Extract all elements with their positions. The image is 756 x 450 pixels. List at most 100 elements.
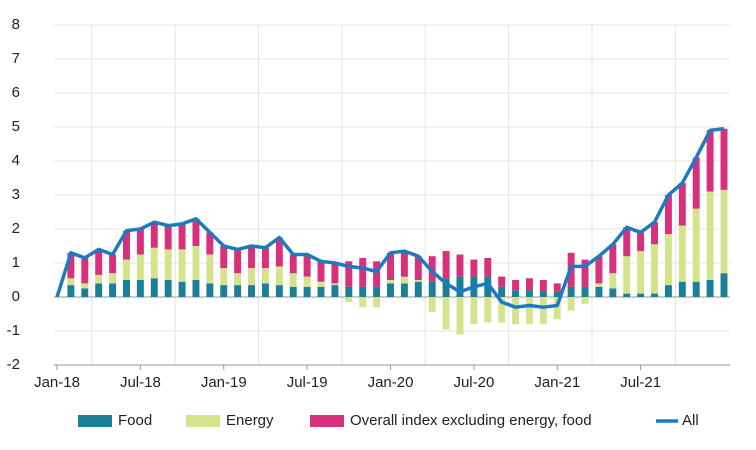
bar-segment xyxy=(67,252,75,279)
bar-segment xyxy=(623,293,631,297)
bar-segment xyxy=(123,280,130,297)
bar-segment xyxy=(525,278,533,291)
bar-segment xyxy=(664,195,672,235)
bar-segment xyxy=(484,297,492,323)
bar-segment xyxy=(248,285,256,297)
bar-segment xyxy=(303,286,311,297)
legend-item: Food xyxy=(78,412,152,429)
bar-segment xyxy=(720,189,728,274)
bar-segment xyxy=(387,280,394,284)
bar-segment xyxy=(261,283,269,297)
bar-segment xyxy=(498,286,506,297)
bar-segment xyxy=(539,280,547,292)
legend-swatch xyxy=(78,415,112,427)
bar-segment xyxy=(289,254,297,274)
bar-segment xyxy=(67,278,75,286)
bar-segment xyxy=(512,280,520,291)
bar-segment xyxy=(442,251,450,279)
bar-segment xyxy=(470,297,478,325)
bar-segment xyxy=(178,281,186,297)
bar-segment xyxy=(178,223,186,250)
y-tick-label: 5 xyxy=(12,118,20,135)
x-tick-label: Jul-19 xyxy=(287,374,328,391)
bar-segment xyxy=(234,249,242,274)
bar-segment xyxy=(692,157,700,209)
bar-segment xyxy=(539,297,547,325)
bar-segment xyxy=(136,254,144,280)
bar-segment xyxy=(95,249,103,275)
bar-segment xyxy=(637,232,645,252)
bar-segment xyxy=(414,280,422,282)
x-tick-label: Jan-19 xyxy=(201,374,247,391)
bar-segment xyxy=(150,278,158,297)
legend-label: All xyxy=(682,412,699,429)
bar-segment xyxy=(345,261,353,287)
bar-segment xyxy=(123,259,130,280)
line-series xyxy=(55,126,725,309)
bar-segment xyxy=(109,273,117,284)
bar-segment xyxy=(498,297,506,323)
bar-segment xyxy=(400,251,408,277)
x-tick-label: Jul-21 xyxy=(620,374,661,391)
bar-segment xyxy=(206,254,214,284)
bar-segment xyxy=(331,285,339,297)
bar-segment xyxy=(220,268,228,286)
bar-segment xyxy=(234,273,242,286)
bar-segment xyxy=(706,191,714,280)
bar-segment xyxy=(81,283,89,289)
bar-segment xyxy=(359,286,367,297)
legend-swatch xyxy=(310,415,344,427)
bar-segment xyxy=(581,297,589,304)
bar-segment xyxy=(567,297,575,311)
y-tick-label: 6 xyxy=(12,84,20,101)
bar-segment xyxy=(373,297,381,308)
legend-label: Food xyxy=(118,412,152,429)
legend-item: Overall index excluding energy, food xyxy=(310,412,592,429)
bar-segment xyxy=(317,261,325,282)
bar-segment xyxy=(512,297,520,325)
bar-segment xyxy=(595,256,603,284)
bar-segment xyxy=(359,297,367,308)
bar-segment xyxy=(678,281,686,297)
bar-segment xyxy=(261,268,269,284)
bar-segment xyxy=(67,285,75,297)
bar-segment xyxy=(567,286,575,297)
bar-segment xyxy=(525,297,533,325)
bar-segment xyxy=(692,208,700,282)
bar-segment xyxy=(595,286,603,297)
bar-segment xyxy=(720,128,728,190)
bar-segment xyxy=(136,280,144,297)
bar-segment xyxy=(178,249,186,282)
bar-segment xyxy=(164,225,172,250)
bar-segment xyxy=(275,285,283,297)
y-tick-label: 3 xyxy=(12,186,20,203)
bar-segment xyxy=(512,290,520,297)
y-tick-label: -1 xyxy=(7,322,20,339)
bar-segment xyxy=(150,222,158,248)
bar-segment xyxy=(664,285,672,297)
bar-segment xyxy=(623,256,631,294)
bar-segment xyxy=(317,286,325,297)
bar-segment xyxy=(331,283,339,286)
bar-segment xyxy=(275,237,283,267)
bar-segment xyxy=(651,222,658,245)
bar-segment xyxy=(400,276,408,284)
bar-segment xyxy=(164,249,172,280)
bar-segment xyxy=(442,297,450,330)
bar-segment xyxy=(123,230,130,260)
bar-segment xyxy=(692,281,700,297)
bar-segment xyxy=(678,183,686,226)
bar-segment xyxy=(164,280,172,297)
bar-segment xyxy=(345,286,353,297)
bar-segment xyxy=(706,280,714,297)
bar-segment xyxy=(470,259,478,277)
bar-segment xyxy=(414,281,422,297)
bar-segment xyxy=(637,251,645,294)
y-tick-label: 1 xyxy=(12,254,20,271)
bar-segment xyxy=(192,218,200,246)
x-tick-label: Jul-20 xyxy=(453,374,494,391)
x-tick-label: Jan-21 xyxy=(534,374,580,391)
bar-segment xyxy=(95,274,103,284)
bar-segment xyxy=(456,276,464,297)
